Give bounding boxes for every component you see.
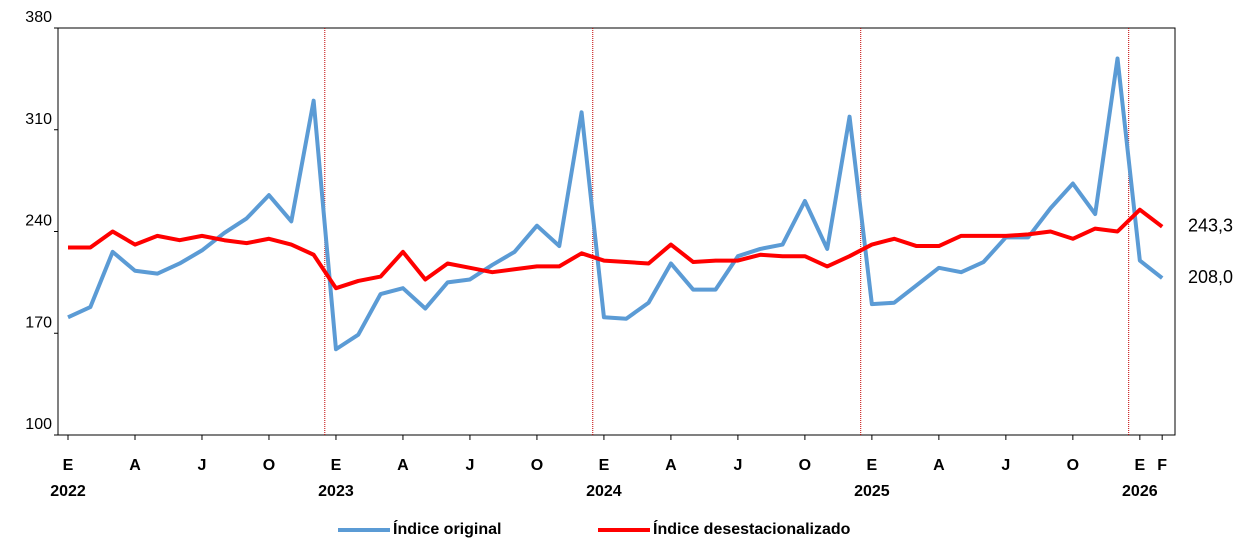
- legend-label: Índice desestacionalizado: [653, 519, 851, 538]
- value-label: 208,0: [1188, 267, 1233, 287]
- x-year-label: 2022: [50, 483, 86, 500]
- x-tick-label: E: [599, 457, 610, 474]
- x-tick-label: J: [733, 457, 742, 474]
- x-tick-label: O: [799, 457, 811, 474]
- series-line: [68, 207, 1164, 291]
- x-tick-label: J: [1001, 457, 1010, 474]
- x-tick-label: O: [531, 457, 543, 474]
- y-tick-label: 170: [25, 314, 52, 331]
- x-tick-label: O: [1067, 457, 1079, 474]
- x-tick-label: A: [129, 457, 141, 474]
- x-year-label: 2023: [318, 483, 354, 500]
- x-tick-label: J: [465, 457, 474, 474]
- x-tick-label: E: [1135, 457, 1146, 474]
- value-label: 243,3: [1188, 215, 1233, 235]
- series-line: [67, 56, 1164, 352]
- y-tick-label: 380: [25, 9, 52, 26]
- x-tick-label: O: [263, 457, 275, 474]
- y-tick-label: 240: [25, 213, 52, 230]
- x-year-label: 2026: [1122, 483, 1158, 500]
- x-tick-label: F: [1157, 457, 1167, 474]
- x-tick-label: J: [198, 457, 207, 474]
- x-tick-label: E: [63, 457, 74, 474]
- x-tick-label: A: [933, 457, 945, 474]
- x-tick-label: E: [867, 457, 878, 474]
- x-year-label: 2025: [854, 483, 890, 500]
- x-tick-label: E: [331, 457, 342, 474]
- legend-label: Índice original: [393, 519, 501, 538]
- x-year-label: 2024: [586, 483, 622, 500]
- y-tick-label: 100: [25, 416, 52, 433]
- y-tick-label: 310: [25, 111, 52, 128]
- x-tick-label: A: [665, 457, 677, 474]
- x-tick-label: A: [397, 457, 409, 474]
